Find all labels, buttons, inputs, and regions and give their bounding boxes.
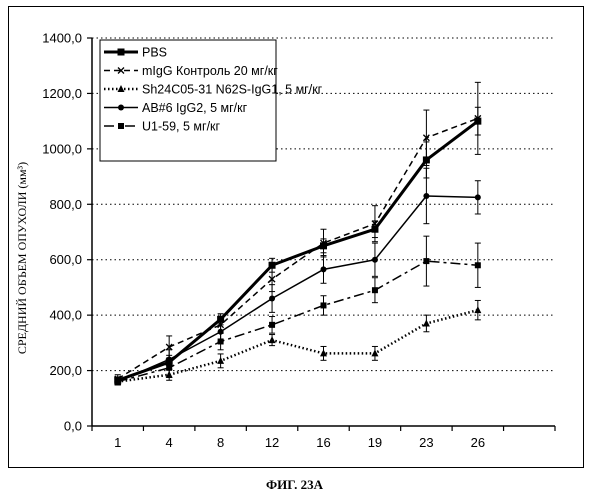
data-point bbox=[115, 379, 121, 385]
data-point bbox=[423, 319, 430, 326]
data-point bbox=[217, 357, 224, 364]
data-point bbox=[475, 262, 481, 268]
legend-label: AB#6 IgG2, 5 мг/кг bbox=[142, 101, 248, 115]
data-point bbox=[118, 123, 124, 129]
x-tick-label: 8 bbox=[217, 435, 224, 450]
data-point bbox=[423, 258, 429, 264]
y-tick-label: 1000,0 bbox=[42, 141, 82, 156]
x-tick-label: 4 bbox=[166, 435, 173, 450]
y-tick-label: 1400,0 bbox=[42, 31, 82, 46]
legend-label: U1-59, 5 мг/кг bbox=[142, 120, 221, 134]
y-tick-label: 1200,0 bbox=[42, 86, 82, 101]
line-chart: 0,0 200,0 400,0 600,0 800,0 1000,0 1200,0 1400,… bbox=[0, 0, 589, 470]
y-tick-label: 0,0 bbox=[64, 419, 82, 434]
data-point bbox=[166, 365, 172, 371]
data-point bbox=[475, 194, 481, 200]
legend-label: mIgG Контроль 20 мг/кг bbox=[142, 64, 278, 78]
x-tick-label: 19 bbox=[368, 435, 382, 450]
y-tick-label: 200,0 bbox=[49, 363, 82, 378]
legend-label: Sh24C05-31 N62S-IgG1, 5 мг/кг bbox=[142, 83, 323, 97]
data-point bbox=[118, 49, 125, 56]
data-point bbox=[423, 193, 429, 199]
data-point bbox=[372, 287, 378, 293]
data-point bbox=[218, 338, 224, 344]
legend: PBS mIgG Контроль 20 мг/кг Sh24C05-31 N62S… bbox=[100, 40, 323, 161]
x-tick-label: 12 bbox=[265, 435, 279, 450]
data-point bbox=[269, 296, 275, 302]
data-point bbox=[474, 306, 481, 313]
y-tick-label: 800,0 bbox=[49, 197, 82, 212]
y-tick-label: 600,0 bbox=[49, 252, 82, 267]
figure-caption: ФИГ. 23А bbox=[0, 477, 589, 493]
x-tick-label: 26 bbox=[471, 435, 485, 450]
y-tick-label: 400,0 bbox=[49, 308, 82, 323]
x-tick-label: 1 bbox=[114, 435, 121, 450]
data-point bbox=[371, 349, 378, 356]
data-point bbox=[321, 266, 327, 272]
data-point bbox=[269, 336, 276, 343]
data-point bbox=[118, 105, 124, 111]
x-tick-label: 23 bbox=[419, 435, 433, 450]
series bbox=[115, 236, 481, 385]
data-point bbox=[269, 322, 275, 328]
data-point bbox=[321, 302, 327, 308]
legend-label: PBS bbox=[142, 46, 167, 60]
x-tick-label: 16 bbox=[316, 435, 330, 450]
data-point bbox=[372, 257, 378, 263]
y-axis-title: СРЕДНИЙ ОБЪЕМ ОПУХОЛИ (мм³) bbox=[15, 162, 29, 354]
